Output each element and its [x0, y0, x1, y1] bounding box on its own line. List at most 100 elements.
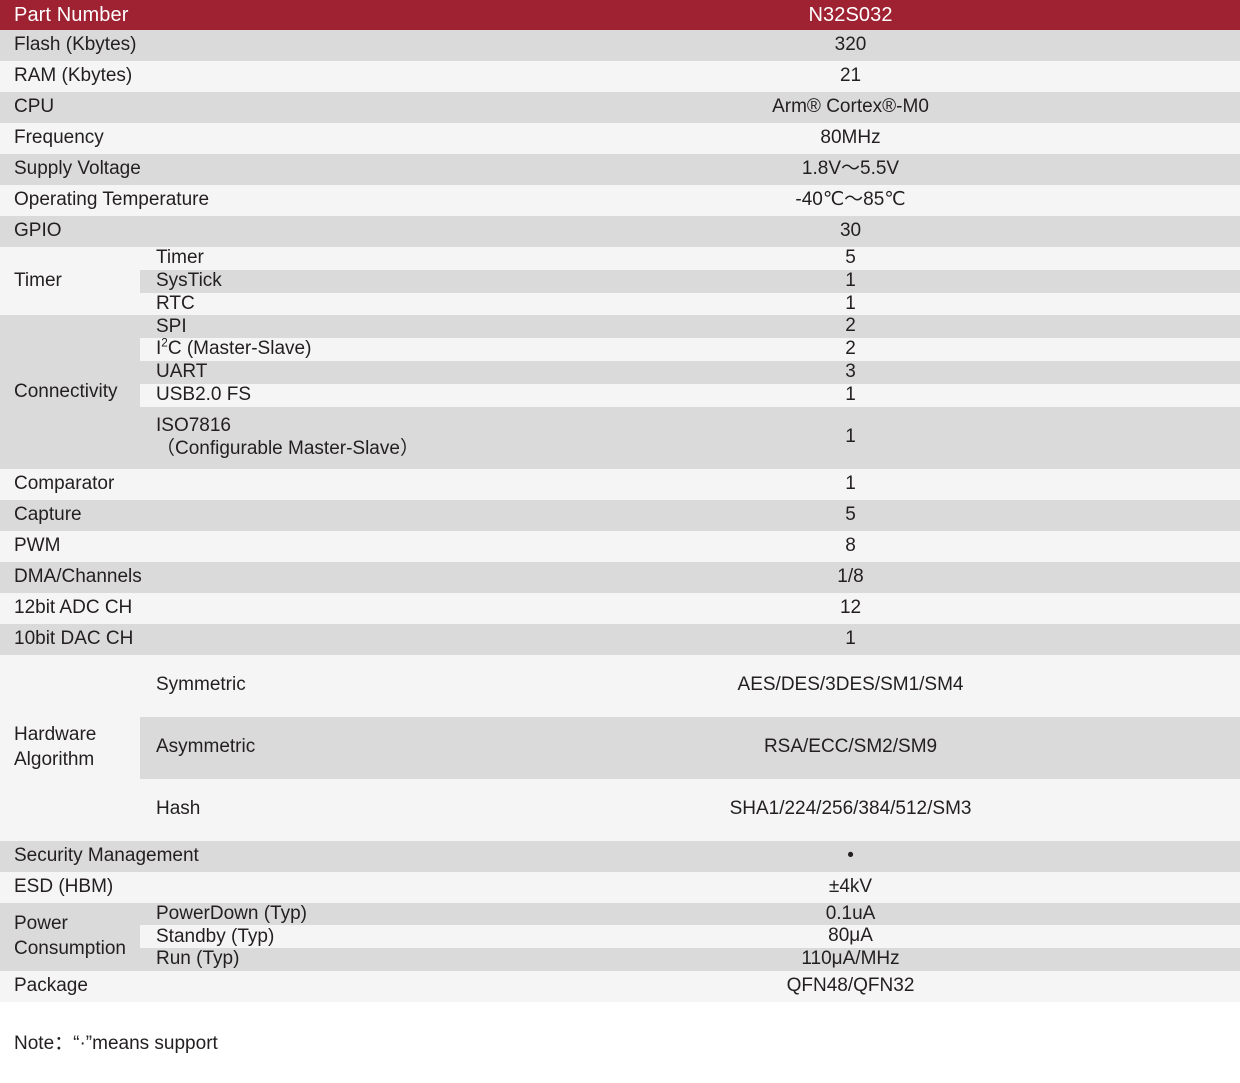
table-row: Power Consumption PowerDown (Typ) 0.1uA: [0, 902, 1240, 971]
iso7816-line2: （Configurable Master-Slave）: [156, 437, 419, 459]
row-label: Comparator: [14, 472, 115, 494]
row-label: CPU: [14, 96, 55, 118]
header-part-number: Part Number: [0, 0, 462, 30]
table-row: Connectivity SPI 2: [0, 315, 1240, 469]
row-label: Security Management: [14, 844, 199, 866]
table-row: Asymmetric RSA/ECC/SM2/SM9: [0, 716, 1240, 779]
row-label: 10bit DAC CH: [14, 627, 134, 649]
row-value: 30: [839, 220, 862, 242]
row-label: ESD (HBM): [14, 875, 114, 897]
row-value: 110μA/MHz: [461, 948, 1240, 971]
table-row: Comparator 1: [0, 468, 1240, 500]
row-label: RTC: [140, 292, 462, 316]
row-label: Package: [14, 975, 88, 997]
table-row: Supply Voltage 1.8V〜5.5V: [0, 154, 1240, 185]
table-row: SysTick 1: [0, 269, 1240, 293]
row-value: 80μA: [461, 925, 1240, 949]
table-row: RAM (Kbytes) 21: [0, 61, 1240, 92]
power-line2: Consumption: [14, 937, 126, 959]
row-value: 12: [839, 596, 862, 618]
table-row: DMA/Channels 1/8: [0, 561, 1240, 593]
table-row: Timer Timer 5: [0, 247, 1240, 316]
row-label: PWM: [14, 534, 61, 556]
group-label-hardware-algorithm: Hardware Algorithm: [0, 654, 140, 841]
iso7816-line1: ISO7816: [156, 415, 231, 437]
table-row: Flash (Kbytes) 320: [0, 30, 1240, 61]
row-label: RAM (Kbytes): [14, 65, 133, 87]
row-value: RSA/ECC/SM2/SM9: [461, 716, 1240, 779]
row-value: -40℃〜85℃: [795, 189, 906, 211]
row-label: Hash: [140, 778, 462, 841]
row-label: SPI: [140, 315, 462, 339]
row-value: 0.1uA: [461, 902, 1240, 926]
table-row: Standby (Typ) 80μA: [0, 925, 1240, 949]
table-row: Operating Temperature -40℃〜85℃: [0, 185, 1240, 216]
row-label: Run (Typ): [140, 948, 462, 971]
row-label: Timer: [140, 247, 462, 270]
row-label: Symmetric: [140, 654, 462, 717]
i2c-suffix: C (Master-Slave): [167, 338, 312, 360]
table-row: Hardware Algorithm Symmetric AES/DES/3DES…: [0, 654, 1240, 841]
table-row: PWM 8: [0, 530, 1240, 562]
group-label-connectivity: Connectivity: [0, 315, 140, 469]
specification-table: Part Number N32S032 Flash (Kbytes) 320 R…: [0, 0, 1240, 1002]
row-label: PowerDown (Typ): [140, 902, 462, 926]
row-value: 1: [461, 292, 1240, 316]
row-value: 5: [461, 247, 1240, 270]
power-line1: Power: [14, 913, 68, 935]
table-row: CPU Arm® Cortex®-M0: [0, 92, 1240, 123]
table-row: 12bit ADC CH 12: [0, 592, 1240, 624]
table-row: ESD (HBM) ±4kV: [0, 871, 1240, 903]
table-row: Run (Typ) 110μA/MHz: [0, 948, 1240, 971]
row-label: Capture: [14, 503, 82, 525]
group-label-power-consumption: Power Consumption: [0, 902, 140, 971]
row-label: Frequency: [14, 127, 104, 149]
table-row: Security Management •: [0, 840, 1240, 872]
row-value: 1/8: [837, 565, 864, 587]
table-row: Hash SHA1/224/256/384/512/SM3: [0, 778, 1240, 841]
row-value: 5: [845, 503, 856, 525]
row-value: ±4kV: [828, 875, 873, 897]
i2c-prefix: I: [156, 338, 162, 360]
table-row: USB2.0 FS 1: [0, 383, 1240, 407]
row-label: 12bit ADC CH: [14, 596, 133, 618]
table-note: Note：“·”means support: [14, 1032, 218, 1054]
row-value: Arm® Cortex®-M0: [772, 96, 929, 118]
row-label: DMA/Channels: [14, 565, 142, 587]
row-value: 1: [845, 472, 856, 494]
row-value: 1: [845, 627, 856, 649]
table-row: I2C (Master-Slave) 2: [0, 338, 1240, 361]
table-row: Frequency 80MHz: [0, 123, 1240, 154]
row-value: 1: [461, 269, 1240, 293]
table-row: RTC 1: [0, 292, 1240, 316]
row-value: 3: [461, 360, 1240, 384]
row-label: Operating Temperature: [14, 189, 210, 211]
row-value: 1: [461, 383, 1240, 407]
hw-algo-line2: Algorithm: [14, 748, 95, 770]
support-dot: •: [847, 844, 854, 866]
row-label: Supply Voltage: [14, 158, 141, 180]
row-label: ISO7816 （Configurable Master-Slave）: [140, 406, 462, 469]
i2c-superscript: 2: [161, 337, 168, 351]
row-label: SysTick: [140, 269, 462, 293]
row-value: 21: [839, 65, 862, 87]
row-value: 1: [461, 406, 1240, 469]
row-value: 2: [461, 315, 1240, 339]
row-value: AES/DES/3DES/SM1/SM4: [461, 654, 1240, 717]
row-label: Standby (Typ): [140, 925, 462, 949]
row-value: 8: [845, 534, 856, 556]
table-row: ISO7816 （Configurable Master-Slave） 1: [0, 406, 1240, 469]
row-value: 2: [461, 338, 1240, 361]
row-value: SHA1/224/256/384/512/SM3: [461, 778, 1240, 841]
header-n32s032: N32S032: [461, 0, 1240, 30]
row-label: USB2.0 FS: [140, 383, 462, 407]
row-label: I2C (Master-Slave): [140, 337, 462, 361]
row-value: 320: [834, 34, 867, 56]
row-label: UART: [140, 360, 462, 384]
row-label: Asymmetric: [140, 716, 462, 779]
row-value: 1.8V〜5.5V: [801, 158, 900, 180]
table-row: UART 3: [0, 360, 1240, 384]
table-row: Package QFN48/QFN32: [0, 970, 1240, 1002]
table-row: Capture 5: [0, 499, 1240, 531]
table-header-row: Part Number N32S032: [0, 0, 1240, 30]
